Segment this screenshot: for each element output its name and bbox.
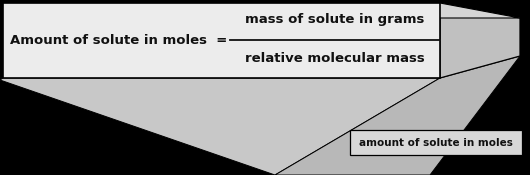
Polygon shape — [440, 3, 520, 78]
Text: amount of solute in moles: amount of solute in moles — [359, 138, 513, 148]
Polygon shape — [275, 56, 520, 175]
Polygon shape — [0, 78, 440, 175]
Text: Amount of solute in moles  =: Amount of solute in moles = — [10, 33, 227, 47]
Polygon shape — [350, 130, 522, 155]
Polygon shape — [3, 3, 520, 18]
Polygon shape — [3, 3, 440, 78]
Text: mass of solute in grams: mass of solute in grams — [245, 13, 425, 26]
Text: relative molecular mass: relative molecular mass — [245, 51, 425, 65]
